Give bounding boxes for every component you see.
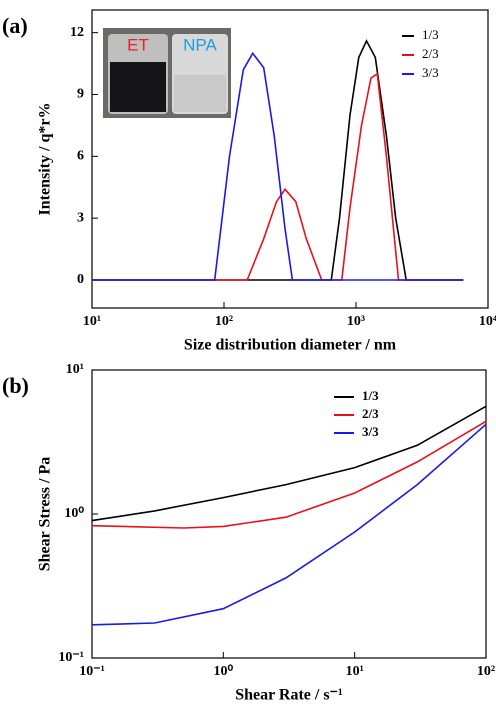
data-line <box>91 420 487 529</box>
legend-label: 2/3 <box>362 406 379 421</box>
x-tick-label: 10⁰ <box>214 664 234 679</box>
legend-label: 3/3 <box>422 65 439 80</box>
inset-label: NPA <box>183 35 217 54</box>
legend-label: 3/3 <box>362 424 379 439</box>
y-tick-label: 6 <box>77 149 84 164</box>
legend-label: 1/3 <box>422 27 439 42</box>
x-tick-label: 10³ <box>347 314 365 329</box>
y-axis-title: Shear Stress / Pa <box>37 457 54 572</box>
x-axis-title: Size distribution diameter / nm <box>184 337 397 354</box>
x-tick-label: 10¹ <box>83 314 101 329</box>
x-tick-label: 10¹ <box>346 664 364 679</box>
panel-label: (b) <box>2 373 29 398</box>
y-tick-label: 3 <box>77 210 84 225</box>
data-line <box>92 39 464 281</box>
plot-frame <box>91 369 487 659</box>
y-tick-label: 10⁻¹ <box>58 650 84 665</box>
data-line <box>91 423 487 626</box>
inset-label: ET <box>127 35 149 54</box>
x-axis-title: Shear Rate / s⁻¹ <box>235 687 343 704</box>
data-line <box>92 51 464 281</box>
panel-label: (a) <box>2 13 28 38</box>
y-tick-label: 9 <box>77 87 84 102</box>
legend-label: 1/3 <box>362 388 379 403</box>
data-line <box>91 405 487 522</box>
y-tick-label: 0 <box>77 272 84 287</box>
y-tick-label: 10¹ <box>66 362 84 377</box>
x-tick-label: 10⁴ <box>479 314 496 329</box>
inset-photo <box>103 28 231 118</box>
y-tick-label: 12 <box>70 25 84 40</box>
x-tick-label: 10² <box>215 314 233 329</box>
legend-label: 2/3 <box>422 46 439 61</box>
plot-frame <box>91 9 489 309</box>
y-tick-label: 10⁰ <box>64 506 84 521</box>
y-axis-title: Intensity / q*r% <box>37 103 54 216</box>
x-tick-label: 10⁻¹ <box>79 664 105 679</box>
x-tick-label: 10² <box>477 664 495 679</box>
